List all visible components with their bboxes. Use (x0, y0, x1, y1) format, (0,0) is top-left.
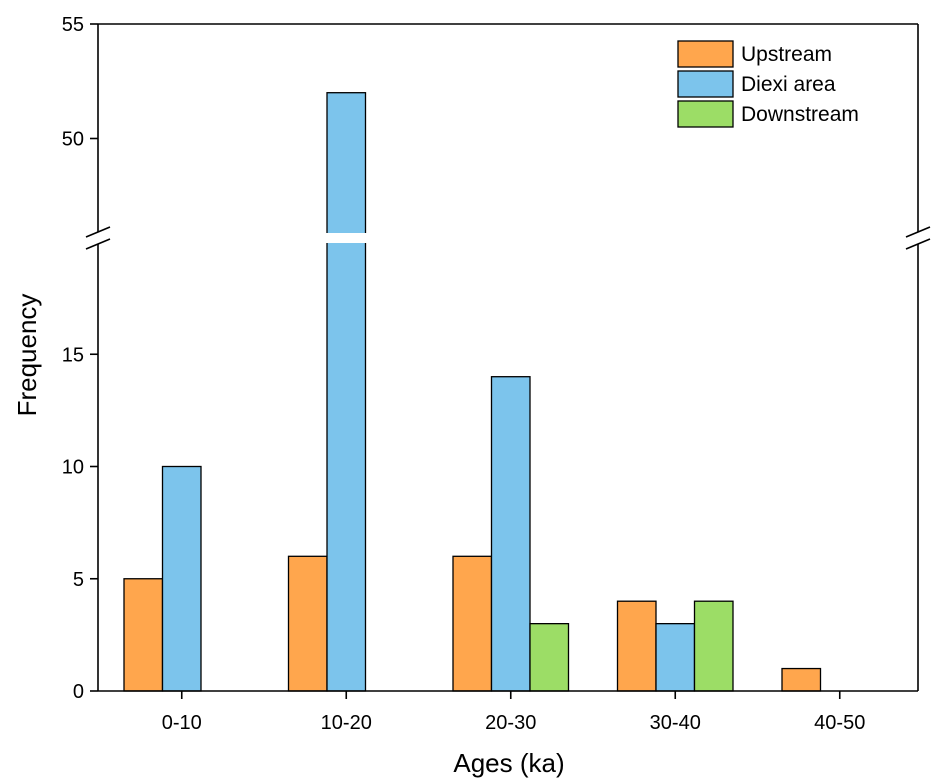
bar-upstream-20-30 (452, 555, 493, 692)
ticks-layer: 0 5 10 15 50 55 0-10 10-20 20-30 30-40 40-50 (62, 14, 866, 734)
x-tick-label: 30-40 (650, 712, 701, 734)
y-tick-label: 0 (73, 681, 84, 703)
bar-diexi-area-10-20 (326, 92, 367, 692)
y-tick-label: 5 (73, 569, 84, 591)
bar-diexi-area-0-10 (161, 465, 202, 692)
x-tick-label: 20-30 (485, 712, 536, 734)
legend-label: Diexi area (741, 73, 836, 96)
y-tick-label: 50 (62, 129, 84, 151)
bar-upstream-0-10 (123, 578, 164, 692)
axis-break-mark-right (905, 238, 931, 250)
y-tick-label: 15 (62, 344, 84, 366)
x-tick-label: 0-10 (162, 712, 202, 734)
y-tick-label: 10 (62, 457, 84, 479)
bar-upstream-10-20 (287, 555, 328, 692)
bar-diexi-area-20-30 (490, 376, 531, 692)
legend-swatch (677, 100, 734, 128)
bars-layer (123, 92, 822, 692)
legend-swatch (677, 40, 734, 68)
x-axis-title: Ages (ka) (453, 748, 564, 778)
axis-break-mark-right (905, 226, 931, 238)
legend: Upstream Diexi area Downstream (677, 40, 859, 128)
bar-downstream-30-40 (693, 600, 734, 692)
axis-break-mark-left (85, 226, 111, 238)
bar-diexi-area-30-40 (655, 623, 696, 692)
y-tick-label: 55 (62, 14, 84, 36)
y-axis-title: Frequency (12, 294, 42, 417)
axis-break-mark-left (85, 238, 111, 250)
legend-swatch (677, 70, 734, 98)
legend-label: Upstream (741, 43, 832, 66)
bar-downstream-20-30 (529, 623, 570, 692)
bar-upstream-40-50 (781, 667, 822, 692)
axes-layer (85, 23, 931, 692)
bar-break-gap (325, 233, 368, 243)
bar-upstream-30-40 (616, 600, 657, 692)
x-tick-label: 10-20 (321, 712, 372, 734)
legend-label: Downstream (741, 103, 859, 126)
x-tick-label: 40-50 (814, 712, 865, 734)
